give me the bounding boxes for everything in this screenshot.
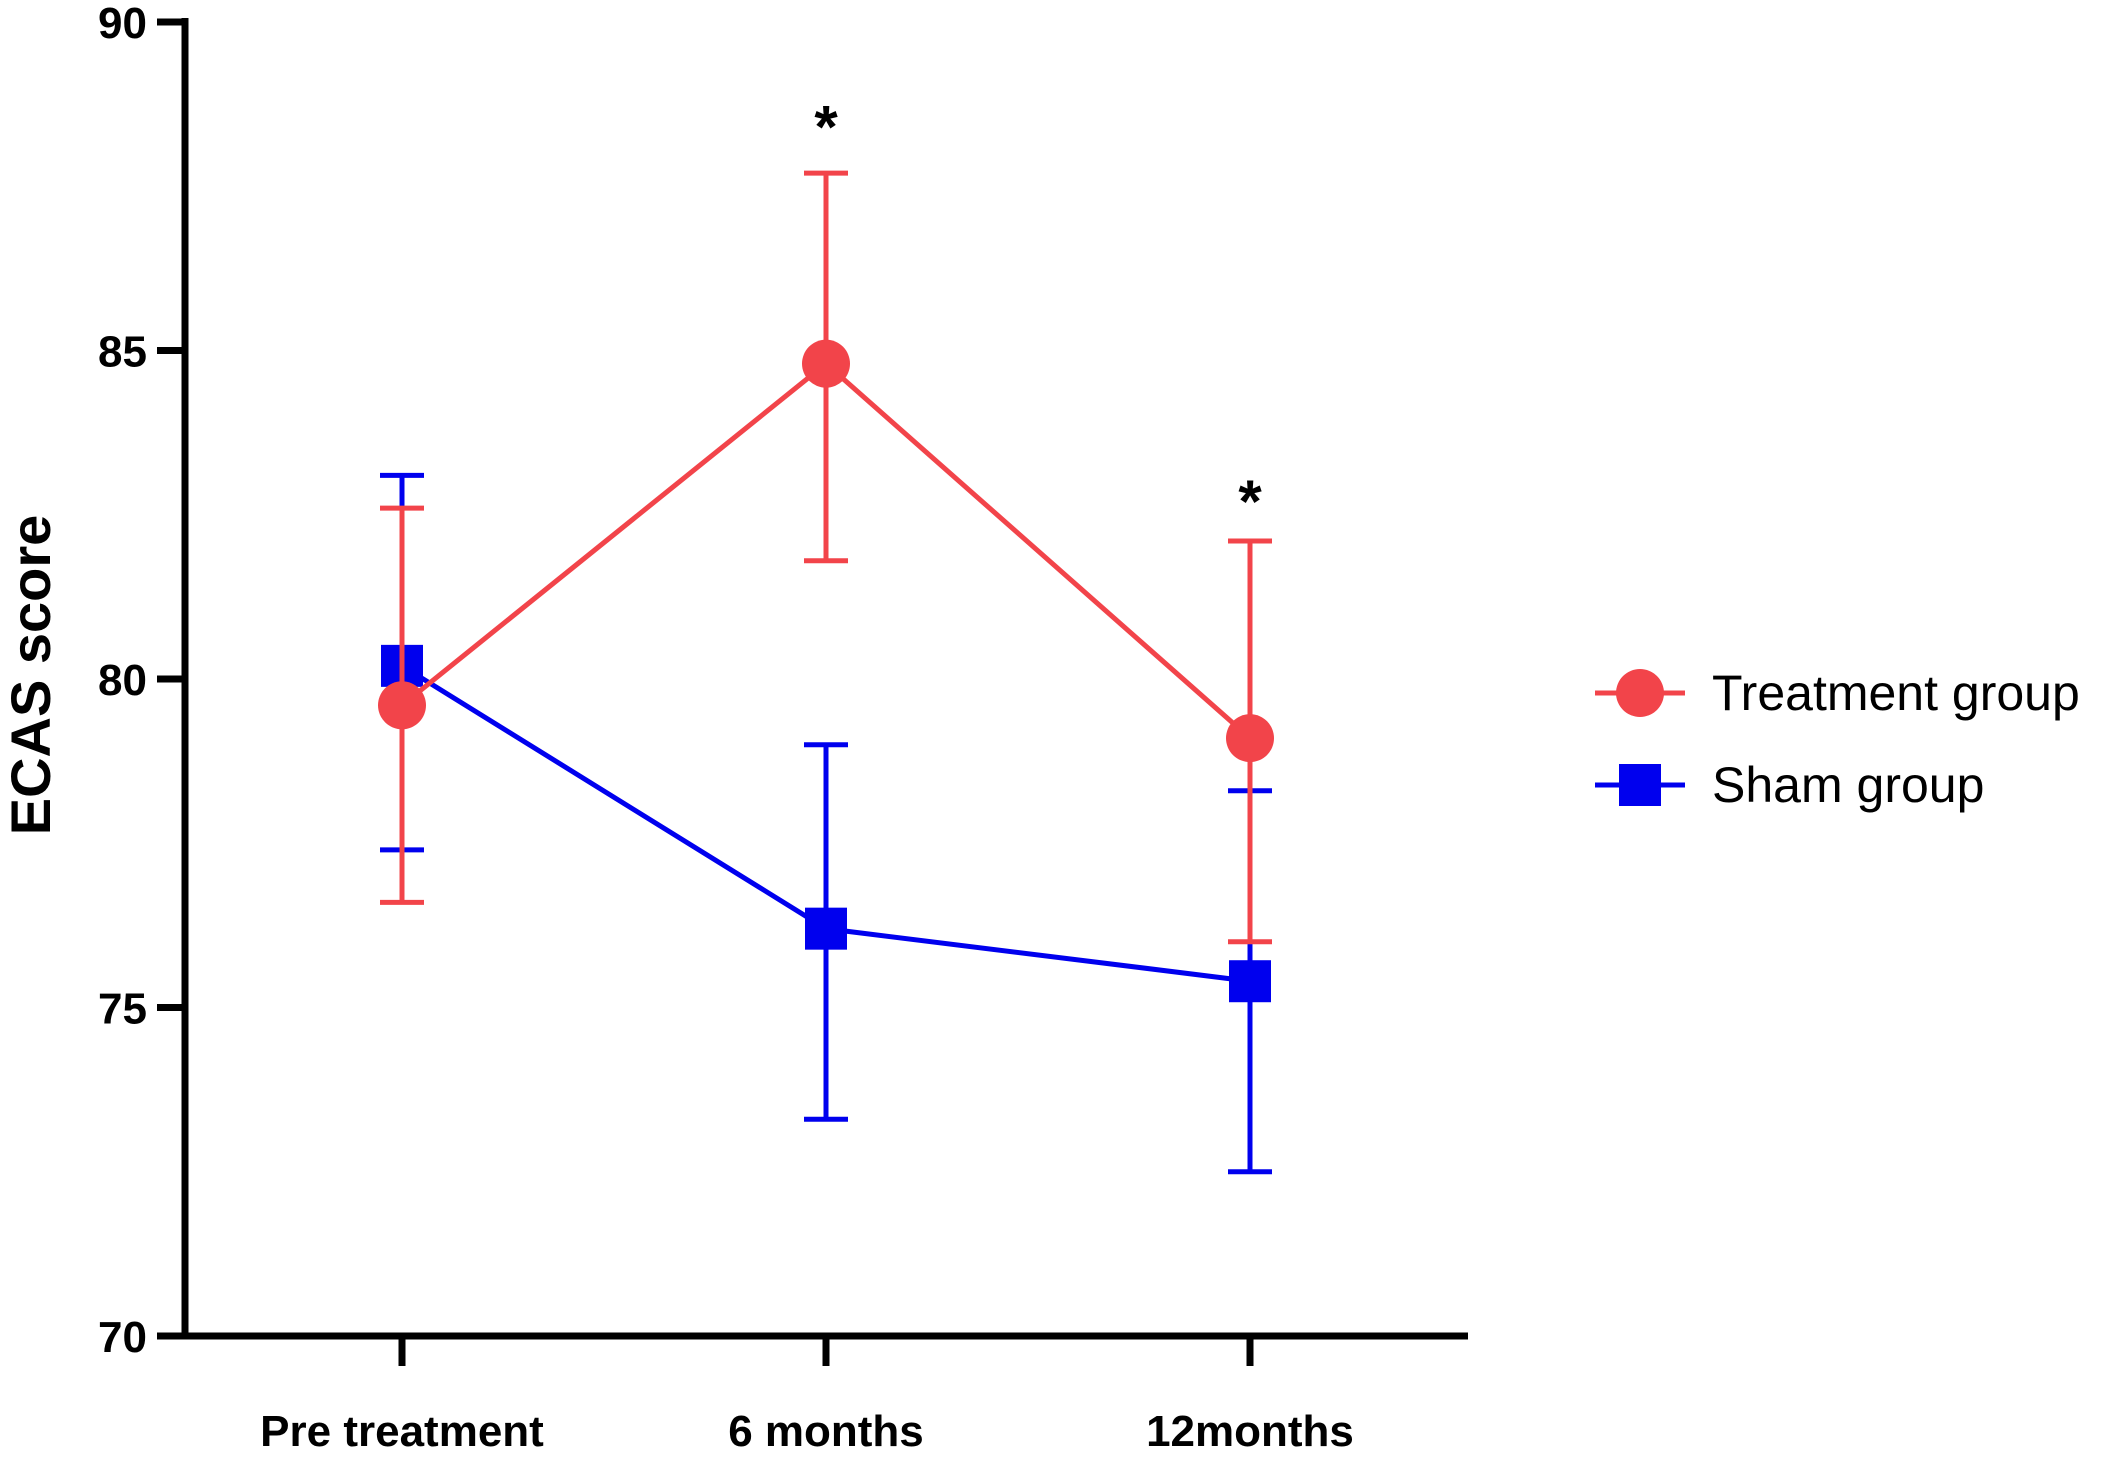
legend-item-sham: Sham group	[1595, 757, 1984, 813]
legend-item-treatment: Treatment group	[1595, 665, 2080, 721]
data-point	[802, 339, 850, 388]
series-sham	[380, 472, 1272, 1175]
y-tick-label: 90	[98, 0, 147, 48]
y-tick-label: 80	[98, 656, 147, 705]
y-tick-label: 70	[98, 1313, 147, 1362]
legend-label: Sham group	[1712, 757, 1984, 813]
series-treatment	[378, 170, 1274, 945]
legend-marker	[1616, 669, 1664, 717]
significance-marker: *	[814, 93, 838, 160]
y-tick-label: 75	[98, 985, 147, 1034]
x-tick-label: 12months	[1146, 1407, 1354, 1456]
legend-label: Treatment group	[1712, 665, 2080, 721]
plot-area: 70 75 80 85 90 Pre treatment 6 months 12months *…	[98, 0, 2080, 1456]
data-point	[1226, 714, 1274, 763]
data-point	[1229, 960, 1271, 1003]
y-tick-label: 85	[98, 328, 147, 377]
data-point	[378, 681, 426, 730]
x-tick-label: Pre treatment	[260, 1407, 544, 1456]
legend-marker	[1619, 764, 1661, 806]
data-point	[805, 907, 847, 950]
x-tick-label: 6 months	[728, 1407, 924, 1456]
significance-marker: *	[1238, 468, 1262, 535]
y-axis-title: ECAS score	[0, 515, 62, 836]
